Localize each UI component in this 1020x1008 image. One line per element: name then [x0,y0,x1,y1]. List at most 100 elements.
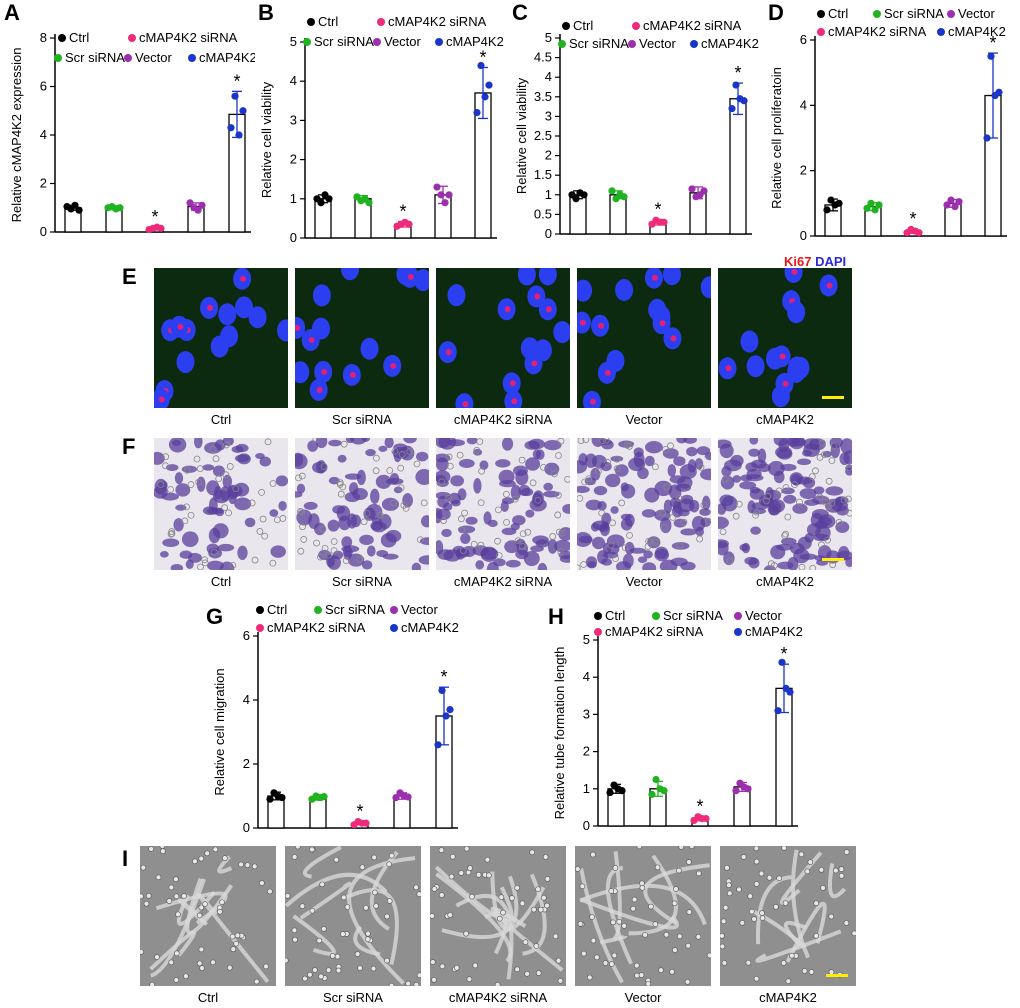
ki67-foci [659,320,666,327]
pore [812,467,819,475]
cell [285,893,291,899]
pore [582,438,590,443]
data-point [278,794,286,802]
nucleus [553,321,570,344]
y-tick-label: 6 [243,628,250,643]
cell [295,846,301,850]
legend-marker-scr-sirna [314,606,322,614]
cell [299,903,306,909]
cell [611,952,618,959]
pore [212,455,220,463]
nucleus [341,268,360,281]
cell-stain [172,439,182,447]
legend-label-vector: Vector [384,34,422,49]
cell [386,898,393,904]
cell [590,851,596,858]
legend-marker-cmap4k2 [690,40,698,48]
legend-label-ctrl: Ctrl [573,18,593,33]
cell [586,974,593,981]
cell-stain [356,469,366,486]
pore [269,480,277,487]
pore [651,539,659,546]
cell [648,903,654,910]
transwell-micrograph [718,438,852,570]
cell-stain [231,445,244,453]
cell [196,960,203,967]
cell [654,864,661,871]
data-point [71,201,79,209]
cell [234,932,241,939]
cell-stain [700,468,711,481]
fluor-micrograph [577,268,711,408]
cell [638,972,645,978]
legend-marker-ctrl [256,606,264,614]
data-point [198,201,206,209]
data-point [320,793,328,801]
cell-stain [547,539,558,554]
legend-marker-vector [124,54,132,62]
tube-branch [779,851,823,905]
cell [524,971,530,977]
cell [159,846,166,849]
pore [167,486,174,493]
pore [829,561,837,569]
pore [248,499,256,507]
pore [663,483,671,491]
cell [173,876,179,882]
pore [459,547,467,554]
pore [330,547,338,555]
pore [753,508,760,516]
cell [149,981,155,986]
pore [363,509,371,517]
pore [775,487,783,495]
ki67-foci [321,368,328,375]
data-point [732,81,740,89]
chart-c: 0 0.5 1 1.5 2 2.5 3 3.5 4 4.5 5 Relative cell viabi… [514,18,759,241]
y-tick-label: 6 [40,79,47,94]
pore [623,441,631,449]
data-point [660,787,668,795]
tube-texture [140,846,273,986]
cell-stain [654,546,669,559]
pore [819,439,826,447]
data-point [955,198,963,206]
cell-stain [212,489,230,504]
tube-branch [292,914,336,956]
pore [197,563,204,570]
pore [298,472,306,480]
cell-stain [275,475,288,487]
cell-stain [749,438,759,445]
cell [312,967,318,973]
data-point [943,201,951,209]
transwell-image-ctrl: Ctrl [154,438,288,592]
cell [475,871,482,878]
tube-branch [302,846,342,879]
y-tick-label: 5 [583,632,590,647]
tube-branch [353,925,381,957]
cell-stain [633,451,645,468]
cell [721,960,728,966]
pore [438,478,446,486]
panel-letter-d: D [768,0,784,25]
nucleus [248,306,267,329]
stain-legend: Ki67 DAPI [784,254,846,269]
y-tick-label: 0 [290,230,297,245]
cell-stain [415,469,429,485]
y-tick-label: 2.5 [534,128,552,143]
cell-stain [278,500,287,511]
cell-stain [217,543,235,552]
cell [192,858,198,865]
cell-stain [641,509,656,518]
panel-letter-i: I [122,846,129,871]
nucleus [312,284,331,307]
chart-b: 0 1 2 3 4 5 Relative cell viability * * Ctrl cMAP4… [259,14,504,245]
pore [461,509,468,517]
pore [187,511,195,519]
pore [752,511,759,519]
data-point [863,204,871,212]
pore [577,564,581,570]
pore [299,523,306,531]
y-axis-label: Relative tube formation length [552,647,567,820]
cell-stain [699,508,711,516]
cell-stain [663,499,673,514]
